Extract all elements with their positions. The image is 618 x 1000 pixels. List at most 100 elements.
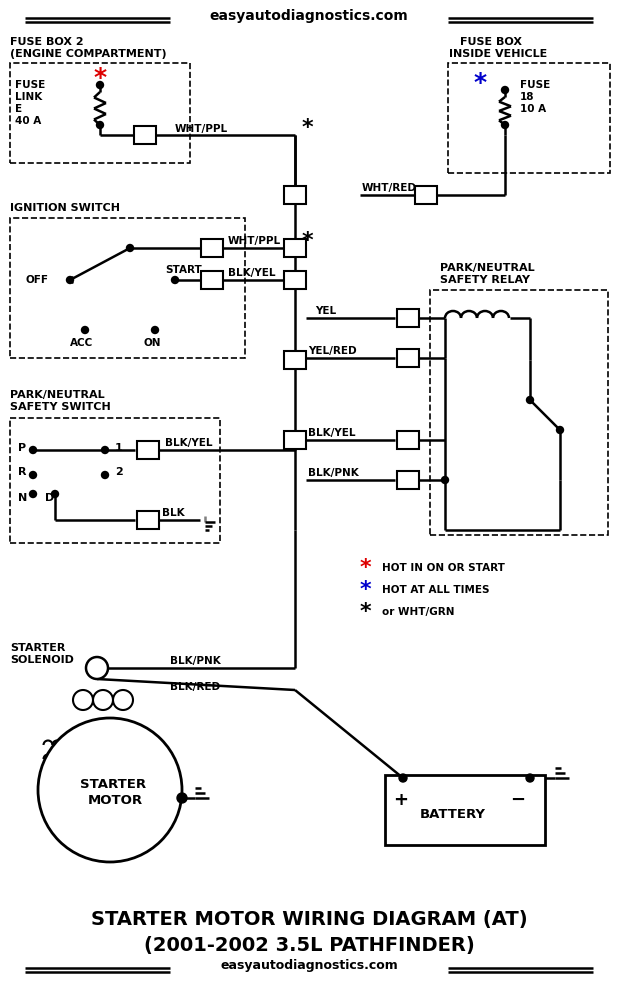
Circle shape (67, 276, 74, 284)
Bar (10, 418, 220, 543)
Text: WHT/PPL: WHT/PPL (228, 236, 281, 246)
Circle shape (127, 244, 133, 251)
Bar (430, 290, 608, 535)
Text: 18: 18 (520, 92, 535, 102)
Circle shape (501, 121, 509, 128)
Text: *: * (301, 118, 313, 138)
Circle shape (101, 472, 109, 479)
Text: 1: 1 (115, 443, 123, 453)
Text: S: S (93, 663, 101, 673)
Text: 10 A: 10 A (520, 104, 546, 114)
Text: FUSE BOX 2: FUSE BOX 2 (10, 37, 83, 47)
Bar (415, 186, 437, 204)
Text: SAFETY SWITCH: SAFETY SWITCH (10, 402, 111, 412)
Text: LINK: LINK (15, 92, 42, 102)
Circle shape (399, 774, 407, 782)
Bar (201, 271, 223, 289)
Text: BATTERY: BATTERY (420, 808, 486, 822)
Bar (284, 431, 306, 449)
Text: −: − (510, 791, 525, 809)
Circle shape (501, 87, 509, 94)
Circle shape (30, 472, 36, 479)
Text: (2001-2002 3.5L PATHFINDER): (2001-2002 3.5L PATHFINDER) (143, 936, 475, 954)
Text: *: * (93, 66, 106, 90)
Circle shape (527, 396, 533, 403)
Circle shape (113, 690, 133, 710)
Text: *: * (359, 580, 371, 600)
Circle shape (526, 774, 534, 782)
Text: BLK/YEL: BLK/YEL (308, 428, 355, 438)
Circle shape (441, 477, 449, 484)
Text: or WHT/GRN: or WHT/GRN (382, 607, 454, 617)
Text: E: E (15, 104, 22, 114)
Text: BLK: BLK (162, 508, 185, 518)
Circle shape (93, 690, 113, 710)
Text: SOLENOID: SOLENOID (10, 655, 74, 665)
Text: N: N (18, 493, 27, 503)
Text: R: R (18, 467, 27, 477)
Circle shape (96, 82, 103, 89)
Text: HOT AT ALL TIMES: HOT AT ALL TIMES (382, 585, 489, 595)
Text: BLK/PNK: BLK/PNK (308, 468, 359, 478)
Text: *: * (473, 71, 486, 95)
Bar (137, 441, 159, 459)
Circle shape (101, 446, 109, 454)
Text: BLK/YEL: BLK/YEL (228, 268, 276, 278)
Text: BLK/YEL: BLK/YEL (165, 438, 213, 448)
Bar (397, 471, 419, 489)
Bar (284, 186, 306, 204)
Text: STARTER: STARTER (80, 778, 146, 792)
Text: (ENGINE COMPARTMENT): (ENGINE COMPARTMENT) (10, 49, 167, 59)
Text: P: P (18, 443, 26, 453)
Text: OFF: OFF (25, 275, 48, 285)
Text: ACC: ACC (70, 338, 93, 348)
Text: START: START (165, 265, 201, 275)
Text: BLK/RED: BLK/RED (170, 682, 220, 692)
Text: *: * (359, 602, 371, 622)
Text: INSIDE VEHICLE: INSIDE VEHICLE (449, 49, 548, 59)
Bar (137, 511, 159, 529)
Text: FUSE BOX: FUSE BOX (460, 37, 522, 47)
Text: STARTER MOTOR WIRING DIAGRAM (AT): STARTER MOTOR WIRING DIAGRAM (AT) (91, 910, 527, 930)
Text: MOTOR: MOTOR (88, 794, 143, 806)
Text: +: + (393, 791, 408, 809)
Text: *: * (301, 231, 313, 251)
Text: FUSE: FUSE (15, 80, 45, 90)
Text: ON: ON (143, 338, 161, 348)
Bar (397, 431, 419, 449)
Bar (134, 126, 156, 144)
Text: easyautodiagnostics.com: easyautodiagnostics.com (210, 9, 408, 23)
Text: YEL: YEL (315, 306, 336, 316)
Bar (10, 218, 245, 358)
Circle shape (38, 718, 182, 862)
Text: D: D (45, 493, 54, 503)
Bar (397, 349, 419, 367)
Circle shape (172, 276, 179, 284)
Text: YEL/RED: YEL/RED (308, 346, 357, 356)
Circle shape (177, 793, 187, 803)
Text: 40 A: 40 A (15, 116, 41, 126)
Bar (385, 775, 545, 845)
Bar (284, 271, 306, 289)
Circle shape (30, 490, 36, 497)
Text: 2: 2 (115, 467, 123, 477)
Text: SAFETY RELAY: SAFETY RELAY (440, 275, 530, 285)
Text: PARK/NEUTRAL: PARK/NEUTRAL (440, 263, 535, 273)
Bar (448, 63, 610, 173)
Text: FUSE: FUSE (520, 80, 550, 90)
Circle shape (556, 426, 564, 434)
Text: easyautodiagnostics.com: easyautodiagnostics.com (220, 960, 398, 972)
Bar (397, 309, 419, 327)
Circle shape (51, 490, 59, 497)
Text: *: * (359, 558, 371, 578)
Bar (201, 239, 223, 257)
Circle shape (30, 446, 36, 454)
Circle shape (151, 326, 158, 334)
Text: PARK/NEUTRAL: PARK/NEUTRAL (10, 390, 104, 400)
Text: STARTER: STARTER (10, 643, 66, 653)
Bar (284, 351, 306, 369)
Text: HOT IN ON OR START: HOT IN ON OR START (382, 563, 505, 573)
Bar (284, 239, 306, 257)
Circle shape (86, 657, 108, 679)
Text: WHT/RED: WHT/RED (362, 183, 417, 193)
